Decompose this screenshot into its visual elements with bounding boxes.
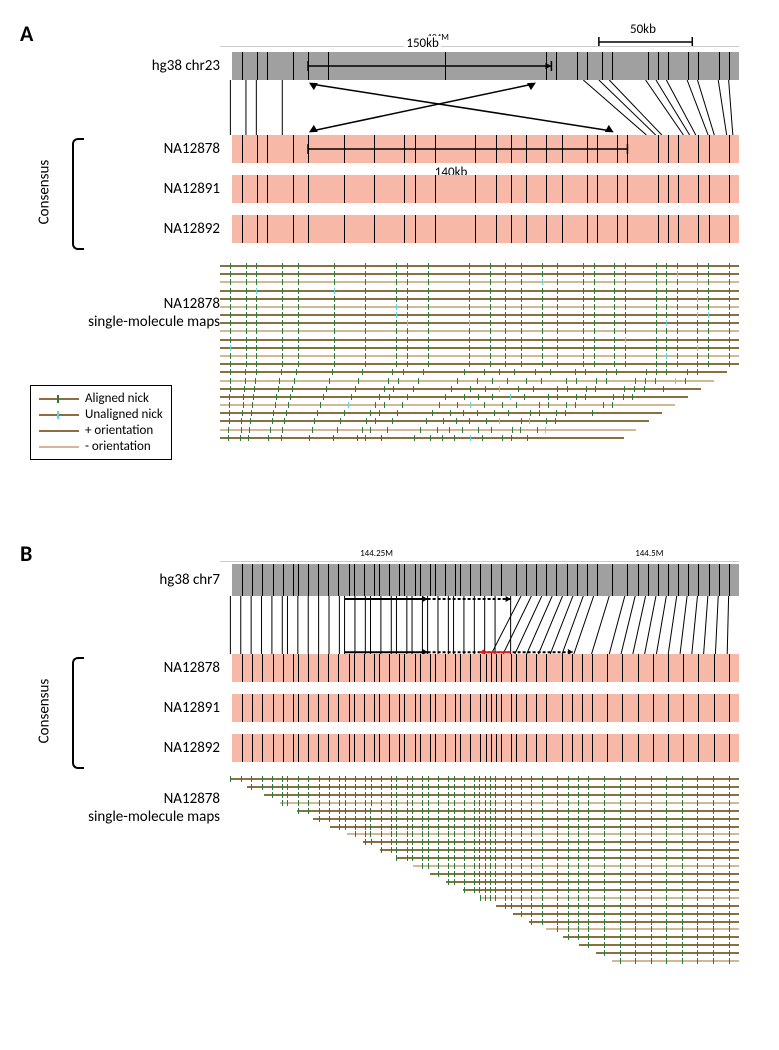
scale-label: 50kb [630,22,656,37]
cons-label: NA12892 [20,220,232,238]
legend: Aligned nickUnaligned nick+ orientation-… [30,385,172,460]
cons-bar [232,135,739,163]
panel-b-label: B [20,540,32,567]
molecules-label-a: NA12878 single-molecule maps [20,295,232,331]
inversion-region [220,80,739,135]
cons-label: NA12878 [20,659,232,677]
cons-bar [232,175,739,203]
panel-b-axis: 144.25M 144.5M [220,548,739,562]
molecules-b [220,778,739,978]
cons-bar [232,215,739,243]
cons-label: NA12878 [20,140,232,158]
cons-bar [232,694,739,722]
panel-a-axis: 50kb 104M [220,28,739,48]
cons-bar [232,654,739,682]
cons-label: NA12891 [20,699,232,717]
ref-label-a: hg38 chr23 [20,57,232,75]
molecules-a [220,265,739,455]
axis-b-2: 144.5M [635,548,663,559]
panel-a: A 50kb 104M hg38 chr23 150kb Consen [20,20,759,510]
cons-bar [232,734,739,762]
axis-b-1: 144.25M [360,548,393,559]
ref-bar-b [232,564,739,596]
panel-b: B 144.25M 144.5M hg38 chr7 Consensus NA1… [20,540,759,1000]
cons-label: NA12892 [20,739,232,757]
panel-a-label: A [20,20,33,47]
ref-bar-a [232,52,739,80]
ref-size-label: 150kb [404,36,441,51]
gap-b [220,596,739,654]
cons-label: NA12891 [20,180,232,198]
ref-label-b: hg38 chr7 [20,571,232,589]
molecules-label-b: NA12878 single-molecule maps [20,790,232,826]
